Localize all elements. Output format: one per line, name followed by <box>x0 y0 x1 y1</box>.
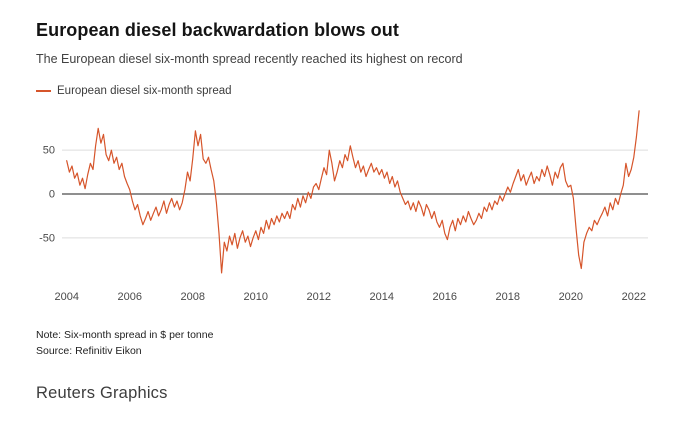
x-tick-label: 2008 <box>181 291 205 303</box>
x-tick-label: 2020 <box>559 291 583 303</box>
x-tick-label: 2004 <box>54 291 78 303</box>
x-tick-label: 2016 <box>433 291 457 303</box>
chart-subtitle: The European diesel six-month spread rec… <box>36 52 463 66</box>
y-tick-label: -50 <box>39 232 55 244</box>
x-tick-label: 2012 <box>307 291 331 303</box>
line-chart: 50 0 -50 2004 2006 2008 2010 2012 2014 2016 2018 20… <box>36 103 653 312</box>
legend-line-swatch <box>36 90 51 92</box>
x-tick-label: 2010 <box>244 291 268 303</box>
chart-note: Note: Six-month spread in $ per tonne <box>36 329 214 341</box>
notes-block: Note: Six-month spread in $ per tonne So… <box>36 328 653 360</box>
chart-source: Source: Refinitiv Eikon <box>36 344 142 357</box>
y-tick-label: 50 <box>43 145 55 157</box>
series-line <box>66 110 640 274</box>
x-tick-label: 2022 <box>622 291 646 303</box>
chart-svg: 50 0 -50 2004 2006 2008 2010 2012 2014 2016 2018 20… <box>39 110 648 303</box>
reuters-graphics-wordmark: Reuters Graphics <box>36 383 168 402</box>
x-tick-label: 2006 <box>117 291 141 303</box>
legend: European diesel six-month spread <box>36 85 653 97</box>
legend-label: European diesel six-month spread <box>57 85 232 97</box>
x-tick-label: 2014 <box>370 291 394 303</box>
x-tick-label: 2018 <box>496 291 520 303</box>
y-tick-label: 0 <box>49 189 55 201</box>
page-title: European diesel backwardation blows out <box>36 20 399 40</box>
page: European diesel backwardation blows out … <box>36 20 653 402</box>
